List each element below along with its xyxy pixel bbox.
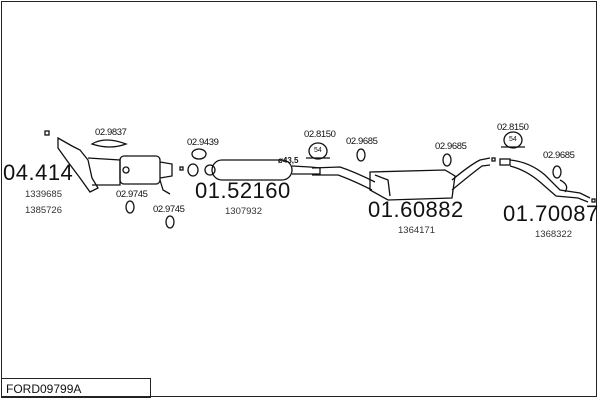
diagram-code-box: FORD09799A: [1, 378, 151, 398]
oe-number: 1364171: [398, 225, 435, 236]
part-number: 01.70087: [503, 201, 599, 226]
oe-number: 1307932: [225, 206, 262, 217]
pipe-diameter-label: ø43,5: [278, 156, 299, 165]
oe-number: 1368322: [535, 229, 572, 240]
rubber-mount[interactable]: [356, 148, 562, 179]
front-silencer-part[interactable]: [204, 159, 321, 181]
heat-shield-gasket[interactable]: [90, 139, 128, 148]
accessory-number: 02.9439: [187, 137, 219, 148]
accessory-number: 02.8150: [304, 129, 336, 140]
accessory-number: 02.9837: [95, 127, 127, 138]
accessory-number: 02.9685: [435, 141, 467, 152]
accessory-number: 02.9685: [543, 150, 575, 161]
clamp-size-badge: 54: [314, 147, 322, 154]
accessory-number: 02.9745: [153, 204, 185, 215]
accessory-number: 02.8150: [497, 122, 529, 133]
centre-silencer-part[interactable]: [311, 157, 496, 201]
tail-pipe-part[interactable]: [499, 158, 596, 203]
part-number: 01.52160: [195, 178, 291, 203]
oe-number: 1385726: [25, 205, 62, 216]
oe-number: 1339685: [25, 189, 62, 200]
clamp-size-badge: 54: [509, 136, 517, 143]
gasket-ring[interactable]: [179, 148, 207, 177]
catalytic-converter-part[interactable]: [44, 130, 173, 195]
part-number: 04.414: [3, 160, 74, 185]
rubber-mount[interactable]: [125, 200, 175, 229]
accessory-number: 02.9685: [346, 136, 378, 147]
accessory-number: 02.9745: [116, 189, 148, 200]
clamp[interactable]: [306, 131, 525, 160]
part-number: 01.60882: [368, 197, 464, 222]
